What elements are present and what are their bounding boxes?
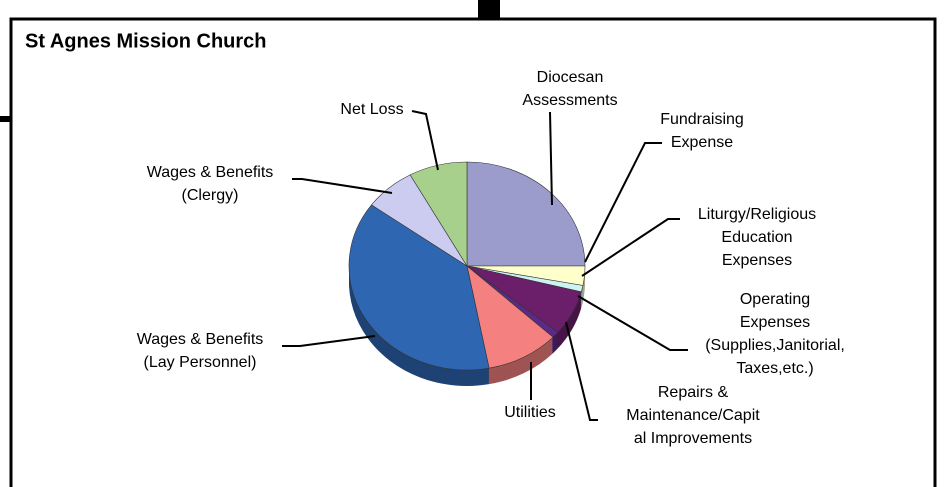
leader-line (565, 321, 598, 421)
slice-label: Repairs & (658, 384, 729, 401)
slice-label: Operating (740, 291, 810, 308)
leader-line (282, 335, 376, 347)
slice-label: Utilities (504, 404, 556, 421)
slice-label: (Supplies,Janitorial, (705, 337, 845, 354)
chart-title: St Agnes Mission Church (25, 30, 267, 52)
slice-label: Education (721, 229, 792, 246)
slice-label: Wages & Benefits (147, 164, 274, 181)
leader-line (577, 295, 688, 351)
frame-fragment (0, 116, 10, 122)
slice-label: Expense (671, 134, 733, 151)
leader-line (584, 142, 662, 263)
slice-label: Expenses (722, 252, 792, 269)
leader-line (549, 111, 553, 206)
slice-label: al Improvements (634, 430, 752, 447)
slice-label: Fundraising (660, 111, 744, 128)
leader-line (581, 218, 680, 277)
slice (348, 204, 490, 371)
leader-line (292, 178, 393, 194)
slice-label: Expenses (740, 314, 810, 331)
slice (466, 161, 586, 267)
leader-line (411, 110, 439, 171)
frame-fragment (478, 0, 500, 18)
slice-label: Liturgy/Religious (698, 206, 816, 223)
slice-label: Wages & Benefits (137, 331, 264, 348)
slice (466, 265, 554, 369)
slice-label: (Clergy) (182, 187, 239, 204)
slice-label: (Lay Personnel) (144, 354, 257, 371)
slice-label: Diocesan (537, 69, 604, 86)
slice-label: Maintenance/Capit (626, 407, 760, 424)
slice-label: Taxes,etc.) (736, 360, 813, 377)
slice-label: Assessments (522, 92, 617, 109)
slice-label: Net Loss (340, 101, 403, 118)
